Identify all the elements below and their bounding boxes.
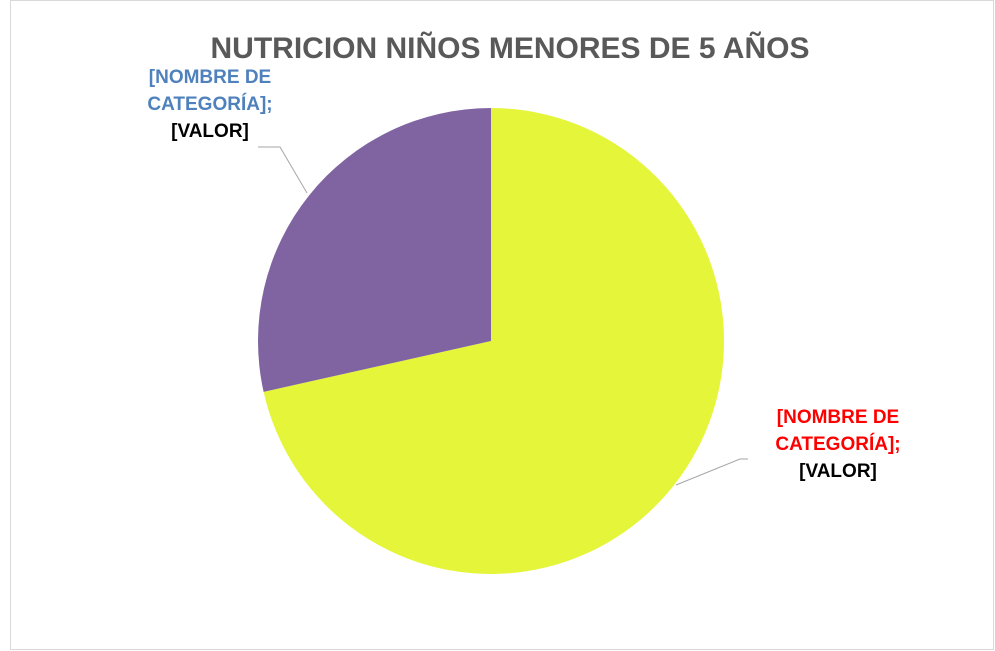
value-label: [VALOR] bbox=[799, 461, 877, 482]
pie-slice bbox=[263, 108, 724, 574]
leader-line bbox=[258, 146, 308, 194]
category-label: [NOMBRE DE CATEGORÍA]; bbox=[775, 407, 901, 455]
data-label: [NOMBRE DE CATEGORÍA]; [VALOR] bbox=[753, 404, 923, 485]
pie-slice bbox=[258, 108, 491, 392]
data-label: [NOMBRE DE CATEGORÍA]; [VALOR] bbox=[125, 64, 295, 145]
leader-line bbox=[675, 458, 748, 486]
chart-title: NUTRICION NIÑOS MENORES DE 5 AÑOS bbox=[211, 31, 810, 65]
category-label: [NOMBRE DE CATEGORÍA]; bbox=[147, 67, 273, 115]
value-label: [VALOR] bbox=[171, 121, 249, 142]
